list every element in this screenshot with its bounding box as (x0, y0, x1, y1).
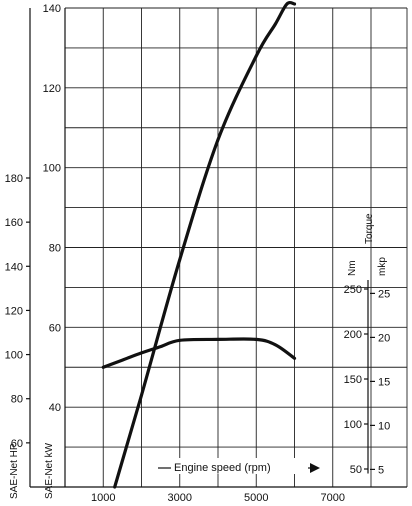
mkp-tick-label: 25 (378, 288, 390, 300)
power-curve (113, 0, 297, 489)
kw-tick-label: 140 (43, 3, 61, 15)
hp-tick-label: 140 (5, 261, 23, 273)
grid-layer (65, 7, 408, 487)
left-axis-kw-title: SAE-Net kW (44, 442, 55, 499)
nm-tick-label: 250 (344, 284, 362, 296)
mkp-tick-label: 15 (378, 376, 390, 388)
kw-tick-label: 60 (49, 322, 61, 334)
mkp-tick-label: 10 (378, 420, 390, 432)
torque-mkp-unit: mkp (377, 257, 388, 276)
hp-tick-label: 160 (5, 217, 23, 229)
mkp-tick-label: 20 (378, 332, 390, 344)
kw-tick-label: 40 (49, 402, 61, 414)
ticks-layer: 1000 3000 5000 7000 60 80 100 120 140 160 180 40 60 8… (5, 3, 391, 504)
x-axis-title-background (171, 458, 309, 474)
kw-tick-label: 100 (43, 163, 61, 175)
nm-tick-label: 100 (344, 419, 362, 431)
x-tick-label: 5000 (244, 492, 268, 504)
hp-tick-label: 120 (5, 305, 23, 317)
kw-tick-label: 80 (49, 243, 61, 255)
axes-layer (29, 8, 407, 488)
mkp-tick-label: 5 (378, 464, 384, 476)
x-tick-label: 7000 (321, 492, 345, 504)
torque-nm-unit: Nm (347, 260, 358, 276)
hp-tick-label: 80 (11, 394, 23, 406)
x-axis-title-arrowhead (310, 463, 320, 473)
torque-curve (101, 337, 297, 369)
nm-tick-label: 150 (344, 374, 362, 386)
nm-tick-label: 200 (344, 329, 362, 341)
x-tick-label: 1000 (91, 492, 115, 504)
kw-tick-label: 120 (43, 83, 61, 95)
left-axis-hp-title: SAE-Net HP (9, 443, 20, 499)
hp-tick-label: 100 (5, 350, 23, 362)
nm-tick-label: 50 (350, 464, 362, 476)
x-axis-title: Engine speed (rpm) (174, 462, 271, 474)
x-tick-label: 3000 (168, 492, 192, 504)
hp-tick-label: 180 (5, 173, 23, 185)
torque-axis-title: Torque (364, 213, 375, 244)
hp-tick-label: 60 (11, 438, 23, 450)
series-layer (101, 0, 297, 489)
